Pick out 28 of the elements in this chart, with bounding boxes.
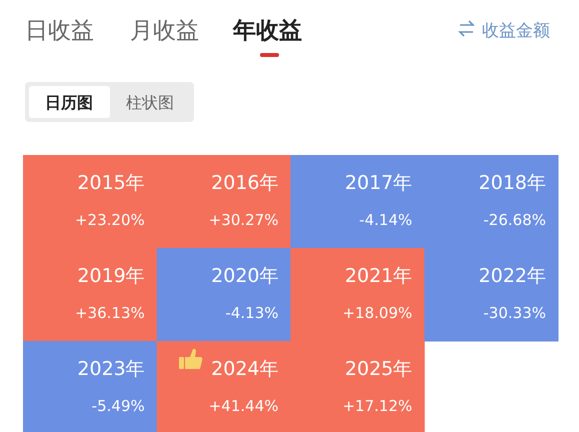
data-label: -4.13%: [225, 304, 278, 322]
annotation: 2017年: [344, 172, 412, 194]
data-label: -26.68%: [483, 211, 546, 229]
text: 年收益: [232, 18, 302, 44]
data-label: -30.33%: [483, 304, 546, 322]
data-label: -4.14%: [359, 211, 412, 229]
text: 日收益: [25, 18, 94, 44]
annotation: 2020年: [211, 265, 278, 287]
annotation: 2023年: [77, 358, 145, 380]
data-label: +36.13%: [74, 304, 145, 322]
annotation: 2018年: [478, 172, 546, 194]
annotation: 2019年: [77, 265, 145, 287]
data-label: +17.12%: [342, 397, 412, 415]
annotation: 2024年: [211, 358, 278, 380]
text: 收益金额: [482, 21, 550, 41]
annotation: 2021年: [344, 265, 412, 287]
data-label: +23.20%: [74, 211, 145, 229]
data-label: -5.49%: [92, 397, 145, 415]
text: 柱状图: [126, 93, 174, 112]
data-label: +18.09%: [342, 304, 412, 322]
annotation: 2016年: [211, 172, 278, 194]
annotation: 2025年: [344, 358, 412, 380]
text: 日历图: [45, 93, 93, 112]
text: 月收益: [130, 18, 199, 44]
data-label: +30.27%: [208, 211, 278, 229]
annotation: 2022年: [478, 265, 546, 287]
annotation: 2015年: [77, 172, 145, 194]
data-label: +41.44%: [208, 397, 278, 415]
